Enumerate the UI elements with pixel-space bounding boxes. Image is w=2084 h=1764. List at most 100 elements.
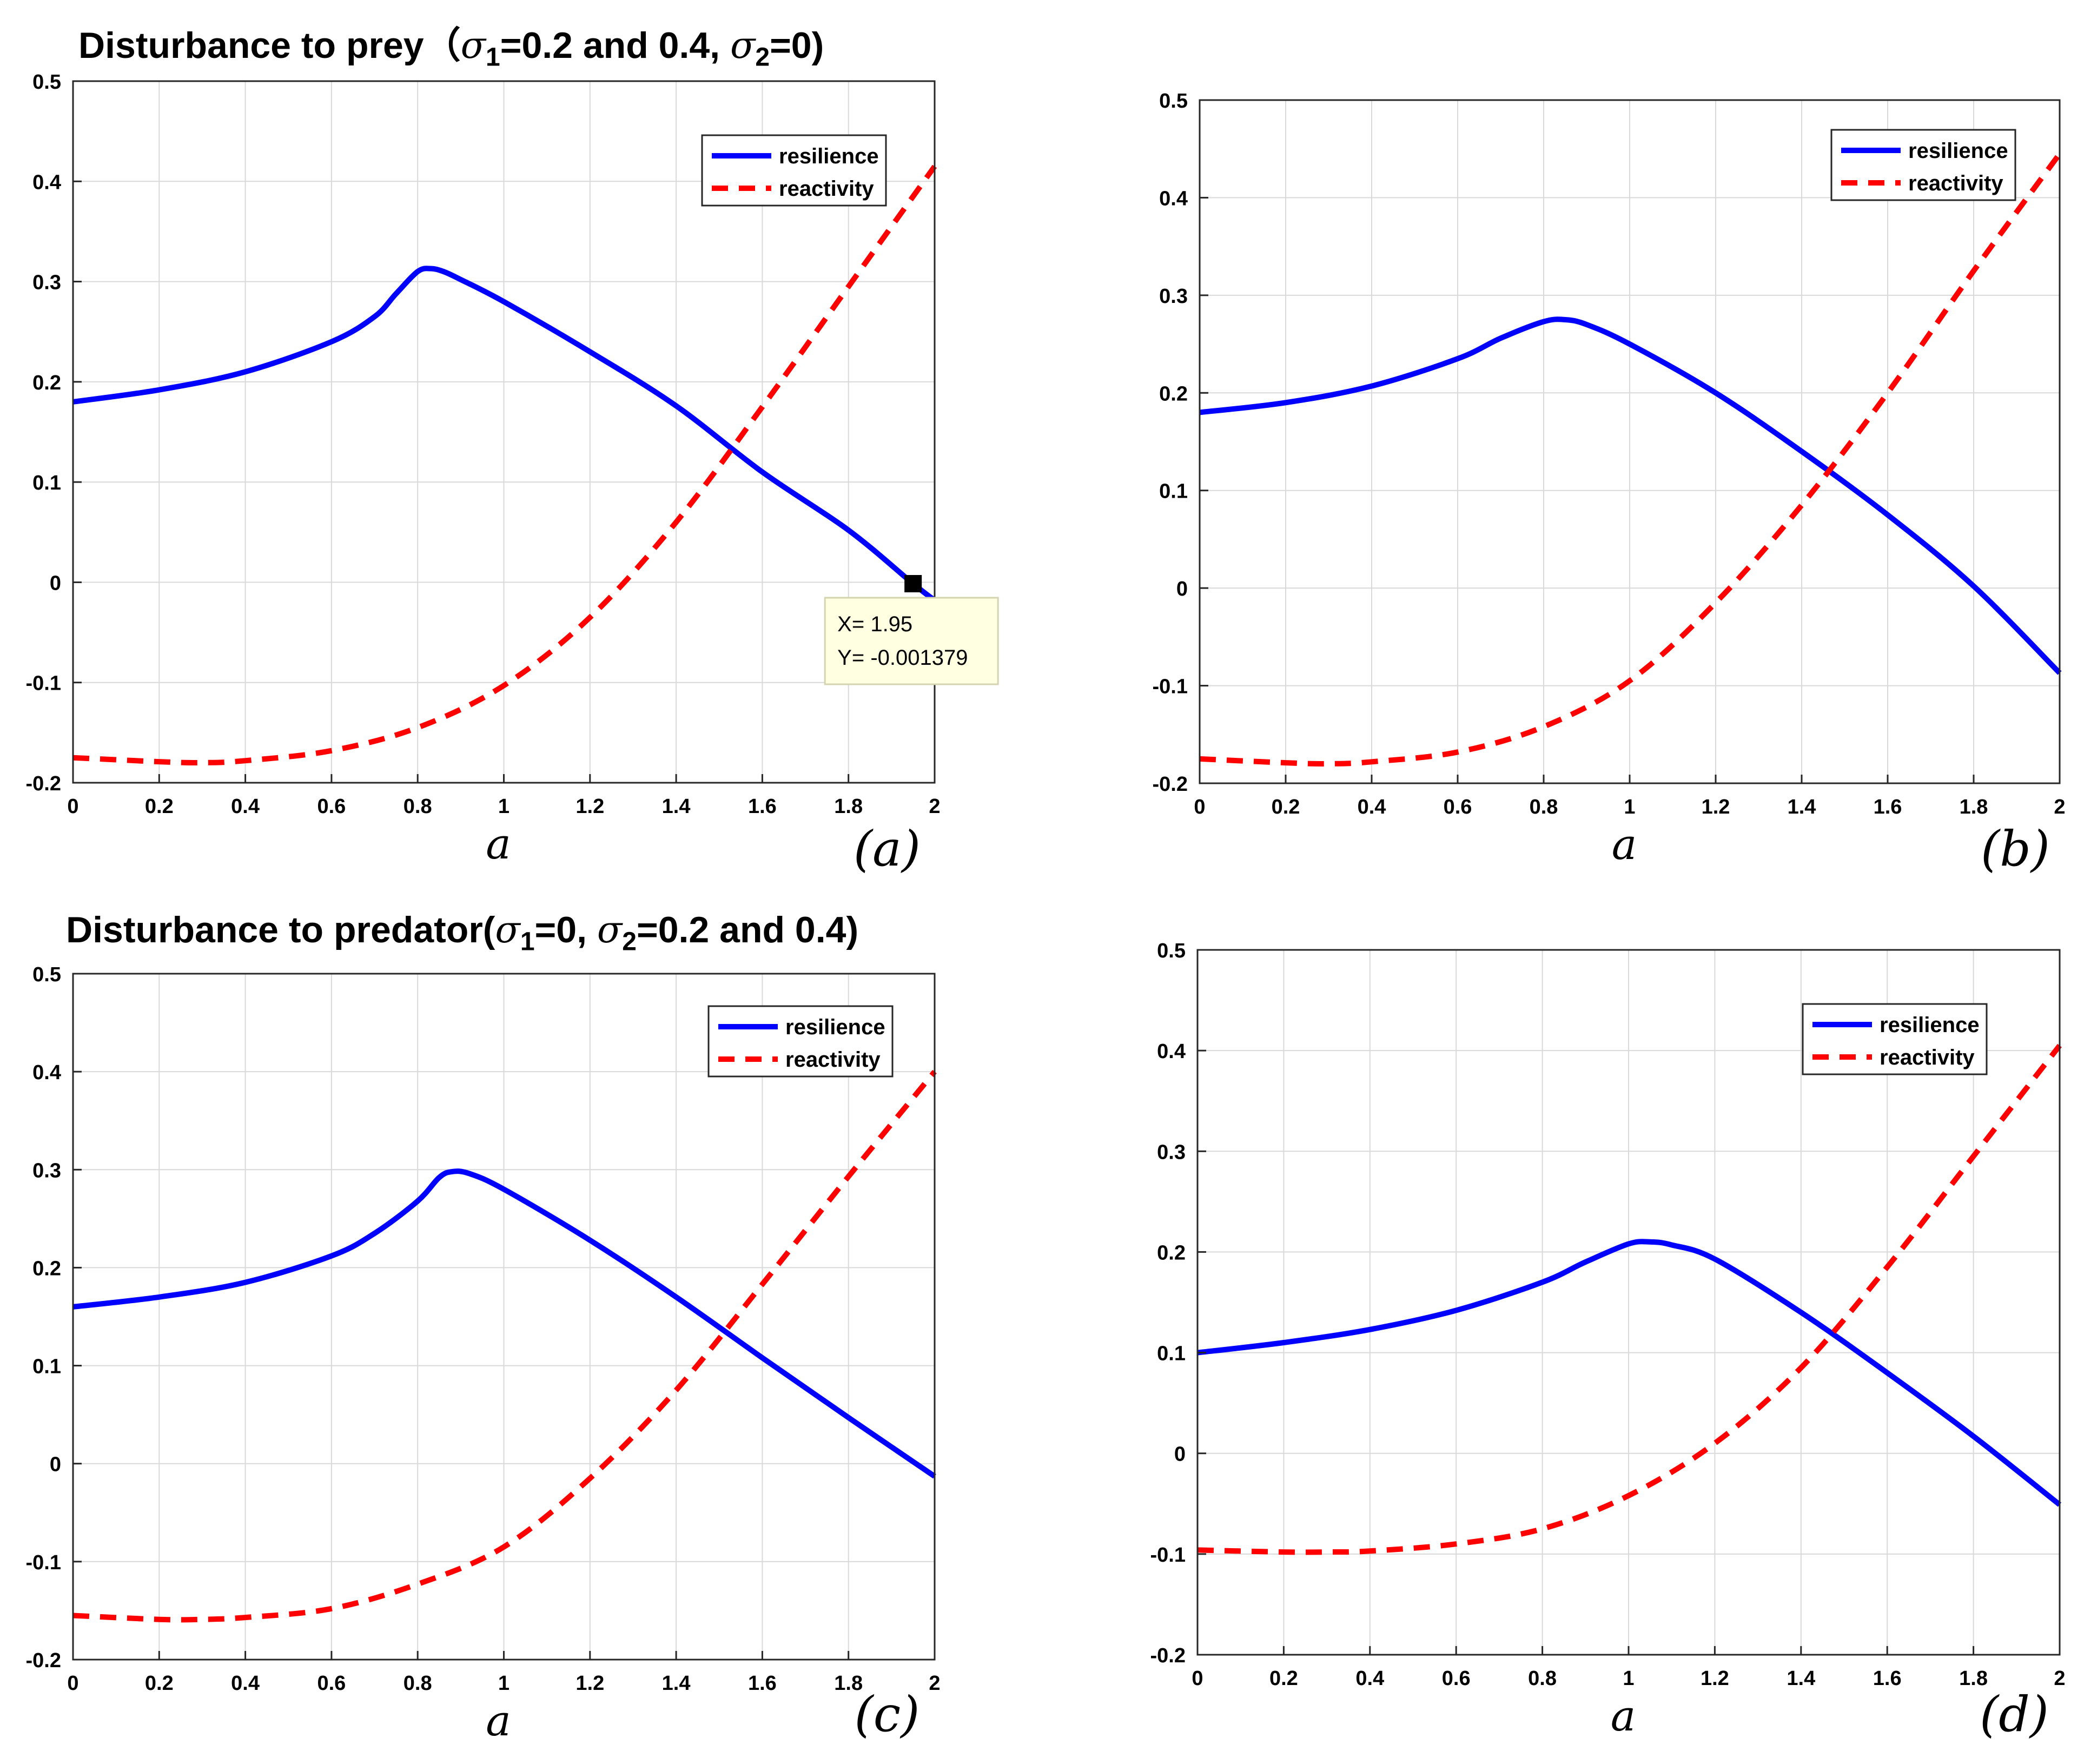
- x-tick-label: 0.4: [1358, 796, 1386, 818]
- y-tick-label: 0.4: [1157, 1040, 1186, 1063]
- series-reactivity: [1199, 152, 2062, 767]
- x-tick-label: 0.2: [145, 795, 174, 818]
- legend-label-reactivity: reactivity: [785, 1048, 881, 1072]
- series-reactivity: [1197, 1043, 2062, 1555]
- datatip-x: X= 1.95: [837, 612, 912, 636]
- x-tick-label: 0: [1194, 796, 1205, 818]
- x-tick-label: 0.8: [403, 1672, 432, 1695]
- chart-a: 0 0.2 0.4 0.6 0.8 1 1.2 1.4 1.6 1.8 2 -0.2 -0.1 0 0.1 0…: [26, 71, 999, 877]
- x-tick-label: 0.8: [1528, 1667, 1557, 1690]
- x-tick-label: 0.6: [1442, 1667, 1471, 1690]
- x-tick-label: 0.2: [1269, 1667, 1298, 1690]
- x-tick-label: 0.6: [1444, 796, 1472, 818]
- legend-box: [1802, 1003, 1988, 1075]
- x-tick-label: 2: [2054, 796, 2065, 818]
- x-tick-label: 1.8: [1959, 1667, 1988, 1690]
- x-tick-label: 1.4: [662, 1672, 691, 1695]
- y-tick-label: -0.1: [1150, 1544, 1186, 1567]
- x-tick-label: 0: [67, 795, 78, 818]
- x-axis-label: a: [486, 1697, 511, 1746]
- x-tick-label: 1.2: [1701, 1667, 1729, 1690]
- series-resilience: [72, 266, 937, 603]
- y-tick-label: 0.3: [1159, 285, 1188, 308]
- x-tick-label: 0.2: [1272, 796, 1300, 818]
- y-tick-label: -0.2: [1150, 1644, 1186, 1667]
- sigma-symbol: σ: [597, 909, 623, 952]
- x-tick-label: 0.6: [317, 795, 346, 818]
- y-tick-label: -0.2: [1153, 773, 1188, 796]
- x-tick-label: 0.6: [317, 1672, 346, 1695]
- x-tick-label: 2: [2054, 1667, 2065, 1690]
- x-tick-label: 1.4: [662, 795, 691, 818]
- x-tick-label: 0.4: [231, 1672, 260, 1695]
- legend-label-resilience: resilience: [779, 144, 879, 168]
- y-tick-label: 0.4: [1159, 187, 1188, 210]
- y-tick-label: -0.2: [26, 772, 61, 795]
- y-tick-label: 0.4: [32, 171, 61, 194]
- chart-d: 0 0.2 0.4 0.6 0.8 1 1.2 1.4 1.6 1.8 2 -0.2 -0.1 0 0.1 0…: [1150, 940, 2066, 1743]
- datatip-marker: [904, 574, 922, 592]
- datatip-box: [824, 597, 999, 685]
- x-tick-label: 1: [1623, 1667, 1634, 1690]
- x-tick-label: 1.8: [834, 795, 863, 818]
- y-tick-label: 0.5: [1159, 90, 1188, 113]
- x-tick-label: 0.4: [1355, 1667, 1384, 1690]
- series-resilience: [72, 1168, 936, 1479]
- x-tick-label: 1.8: [834, 1672, 863, 1695]
- y-tick-label: 0.3: [1157, 1141, 1186, 1164]
- panel-label: (d): [1980, 1686, 2049, 1743]
- y-tick-label: 0.1: [1159, 480, 1188, 503]
- x-tick-label: 1: [1624, 796, 1635, 818]
- sigma-symbol: σ: [460, 24, 486, 67]
- legend-box: [1830, 129, 2016, 201]
- x-tick-label: 1.6: [748, 1672, 777, 1695]
- y-tick-label: 0.5: [1157, 940, 1186, 962]
- x-tick-label: 1.4: [1788, 796, 1816, 818]
- series-resilience: [1197, 1239, 2062, 1507]
- x-tick-label: 1.6: [748, 795, 777, 818]
- y-tick-label: 0.1: [32, 1356, 61, 1378]
- y-tick-label: 0: [1176, 578, 1188, 600]
- legend-label-resilience: resilience: [1880, 1013, 1980, 1037]
- x-tick-label: 1.2: [575, 795, 604, 818]
- panel-label: (a): [854, 821, 921, 877]
- y-tick-label: 0: [1174, 1443, 1186, 1466]
- title-predator: Disturbance to predator(σ1=0, σ2=0.2 and…: [66, 909, 859, 956]
- y-tick-label: -0.1: [26, 672, 61, 695]
- x-tick-label: 2: [929, 1672, 940, 1695]
- x-axis-label: a: [1612, 821, 1637, 869]
- legend-label-reactivity: reactivity: [1908, 171, 2003, 195]
- y-tick-label: -0.1: [26, 1551, 61, 1574]
- y-tick-label: 0.5: [32, 71, 61, 94]
- x-tick-label: 0.4: [231, 795, 260, 818]
- y-tick-label: 0.4: [32, 1061, 61, 1084]
- y-tick-label: 0.2: [32, 372, 61, 394]
- legend-label-resilience: resilience: [1908, 139, 2008, 163]
- x-tick-label: 1.2: [1702, 796, 1730, 818]
- x-tick-label: 0: [1192, 1667, 1203, 1690]
- series-reactivity: [72, 1069, 937, 1623]
- y-tick-label: 0.5: [32, 963, 61, 986]
- x-axis-label: a: [1611, 1692, 1636, 1741]
- series-resilience: [1199, 316, 2062, 675]
- legend-label-reactivity: reactivity: [779, 177, 874, 201]
- y-tick-label: 0.2: [32, 1257, 61, 1280]
- y-tick-label: 0: [50, 572, 61, 594]
- y-tick-label: 0: [50, 1454, 61, 1476]
- legend-box: [707, 1005, 894, 1078]
- y-tick-label: 0.1: [32, 472, 61, 494]
- x-axis-label: a: [486, 820, 511, 869]
- x-tick-label: 0: [67, 1672, 78, 1695]
- x-tick-label: 1.6: [1873, 1667, 1902, 1690]
- panel-label: (c): [855, 1686, 920, 1743]
- y-tick-label: -0.2: [26, 1649, 61, 1672]
- y-tick-label: 0.2: [1159, 382, 1188, 405]
- x-tick-label: 0.8: [403, 795, 432, 818]
- x-tick-label: 1.6: [1874, 796, 1902, 818]
- panel-label: (b): [1981, 821, 2050, 877]
- x-tick-label: 1.4: [1787, 1667, 1815, 1690]
- x-tick-label: 1.2: [575, 1672, 604, 1695]
- sigma-symbol: σ: [495, 909, 520, 952]
- legend-label-resilience: resilience: [785, 1015, 885, 1039]
- y-tick-label: -0.1: [1153, 676, 1188, 698]
